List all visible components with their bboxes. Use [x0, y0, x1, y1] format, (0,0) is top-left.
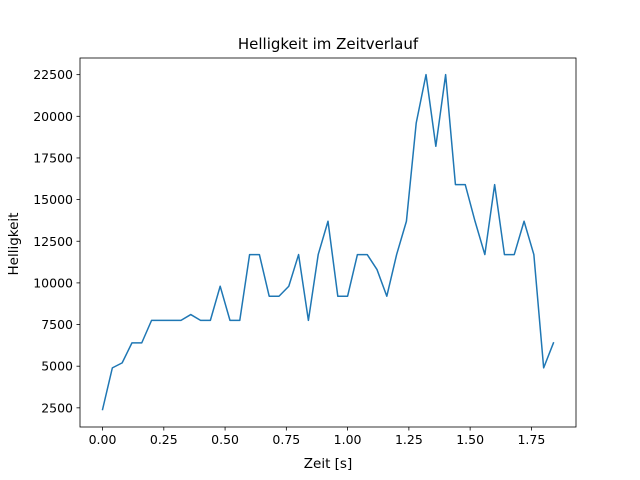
- y-tick-label: 10000: [33, 275, 73, 290]
- y-tick-label: 17500: [33, 150, 73, 165]
- x-tick-label: 1.00: [334, 432, 362, 447]
- y-tick-label: 7500: [41, 317, 73, 332]
- y-tick-label: 2500: [41, 400, 73, 415]
- series-line-0: [101, 73, 555, 411]
- x-tick-label: 0.00: [89, 432, 117, 447]
- y-tick-label: 5000: [41, 359, 73, 374]
- x-tick-label: 1.75: [517, 432, 545, 447]
- y-tick-label: 22500: [33, 67, 73, 82]
- y-tick-label: 20000: [33, 109, 73, 124]
- x-axis-label: Zeit [s]: [304, 456, 352, 472]
- x-tick-label: 1.50: [456, 432, 484, 447]
- x-tick-label: 0.75: [272, 432, 300, 447]
- plot-area: 0.00 0.25 0.50 0.75 1.00 1.25 1.50 1.75 2500 5000…: [33, 57, 577, 447]
- chart-title: Helligkeit im Zeitverlauf: [238, 35, 419, 53]
- x-tick-label: 0.50: [211, 432, 239, 447]
- axes-frame: [79, 57, 577, 428]
- y-tick-label: 12500: [33, 234, 73, 249]
- x-tick-label: 0.25: [150, 432, 178, 447]
- y-tick-label: 15000: [33, 192, 73, 207]
- y-axis-label: Helligkeit: [6, 213, 22, 276]
- x-tick-label: 1.25: [395, 432, 423, 447]
